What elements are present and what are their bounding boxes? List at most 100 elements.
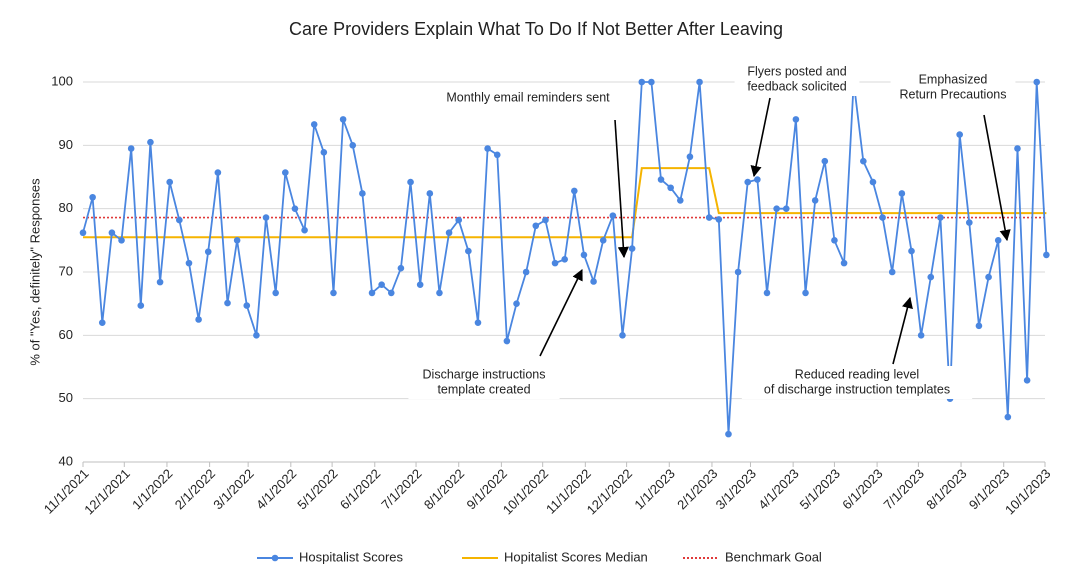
x-tick-label: 6/1/2022: [337, 466, 383, 512]
data-point: [156, 278, 164, 286]
data-point: [522, 268, 530, 276]
annotation-box: [890, 71, 1016, 104]
data-point: [416, 281, 424, 288]
data-point: [320, 149, 328, 156]
data-point: [590, 278, 597, 285]
data-point: [89, 193, 96, 201]
data-point: [542, 216, 549, 224]
data-point: [811, 197, 819, 204]
data-point: [628, 245, 636, 252]
data-point: [975, 322, 983, 330]
annotation-text: template created: [437, 382, 530, 396]
data-point: [137, 302, 145, 309]
data-point: [378, 281, 385, 288]
data-point: [301, 226, 308, 234]
data-point: [79, 229, 87, 237]
data-point: [224, 299, 231, 307]
data-point: [860, 157, 867, 165]
data-point: [1023, 377, 1031, 384]
x-tick-label: 7/1/2023: [881, 466, 927, 512]
legend: Hospitalist Scores Hopitalist Scores Medi…: [257, 549, 822, 564]
data-point: [840, 259, 848, 267]
x-tick-label: 8/1/2023: [923, 466, 969, 512]
data-point: [176, 216, 183, 224]
data-point: [233, 237, 241, 244]
data-point: [599, 237, 607, 244]
y-tick-label: 70: [59, 263, 73, 278]
data-point: [1014, 145, 1021, 152]
x-tick-label: 4/1/2023: [755, 466, 801, 512]
data-point: [657, 176, 665, 183]
data-point: [465, 247, 472, 255]
annotation-text: feedback solicited: [747, 79, 846, 93]
data-point: [98, 319, 106, 326]
x-tick-label: 8/1/2022: [421, 466, 467, 512]
data-point: [792, 116, 800, 123]
data-point: [619, 332, 626, 339]
data-point: [1033, 78, 1041, 86]
data-point: [291, 205, 299, 212]
data-point: [330, 289, 337, 297]
x-tick-label: 2/1/2022: [172, 466, 218, 512]
y-tick-label: 90: [59, 137, 73, 152]
data-point: [147, 138, 154, 146]
data-point: [879, 214, 886, 221]
annotation-box: [734, 63, 860, 96]
data-point: [407, 178, 414, 186]
plot: [79, 78, 1050, 438]
annotation-box: [432, 89, 624, 107]
data-point: [166, 178, 174, 186]
y-tick-label: 80: [59, 200, 73, 215]
data-point: [339, 116, 347, 123]
data-point: [1004, 413, 1012, 421]
data-point: [888, 268, 896, 276]
chart-title: Care Providers Explain What To Do If Not…: [289, 19, 783, 39]
data-point: [1043, 251, 1050, 259]
data-point: [763, 289, 771, 297]
data-point: [195, 316, 202, 323]
data-point: [937, 214, 944, 221]
y-axis-label: % of "Yes, definitely" Responses: [27, 178, 42, 366]
x-tick-label: 5/1/2022: [294, 466, 340, 512]
annotation-text: Return Precautions: [899, 87, 1006, 101]
data-point: [754, 176, 761, 183]
data-point: [715, 216, 723, 223]
data-point: [725, 430, 732, 438]
data-point: [426, 190, 434, 197]
data-point: [966, 219, 973, 226]
data-point: [571, 187, 578, 195]
annotation-text: Discharge instructions: [423, 367, 546, 381]
x-tick-label: 3/1/2022: [210, 466, 256, 512]
annotation-text: of discharge instruction templates: [764, 382, 950, 396]
data-point: [368, 289, 376, 297]
x-tick-label: 10/1/2023: [1002, 466, 1054, 518]
data-point: [831, 237, 838, 244]
data-point: [282, 169, 289, 176]
annotation-arrow: [892, 296, 913, 365]
data-point: [397, 264, 405, 272]
data-point: [705, 214, 713, 221]
data-point: [898, 190, 906, 197]
data-point: [436, 289, 443, 297]
data-point: [927, 273, 935, 281]
x-tick-label: 12/1/2021: [81, 466, 133, 518]
data-point: [185, 259, 193, 267]
data-point: [262, 214, 270, 221]
data-point: [561, 256, 568, 263]
data-point: [667, 184, 674, 192]
data-point: [734, 268, 742, 276]
data-point: [917, 332, 925, 339]
data-point: [513, 300, 520, 307]
annotation-box: [741, 366, 973, 399]
annotation-arrow: [983, 114, 1011, 242]
data-point: [349, 142, 357, 149]
data-point: [696, 78, 703, 86]
y-tick-label: 100: [51, 73, 73, 88]
data-point: [994, 237, 1002, 244]
legend-label: Hopitalist Scores Median: [504, 549, 648, 564]
data-point: [214, 169, 222, 176]
x-tick-label: 4/1/2022: [253, 466, 299, 512]
data-point: [204, 248, 212, 256]
data-point: [108, 229, 116, 237]
legend-marker: [271, 554, 279, 562]
